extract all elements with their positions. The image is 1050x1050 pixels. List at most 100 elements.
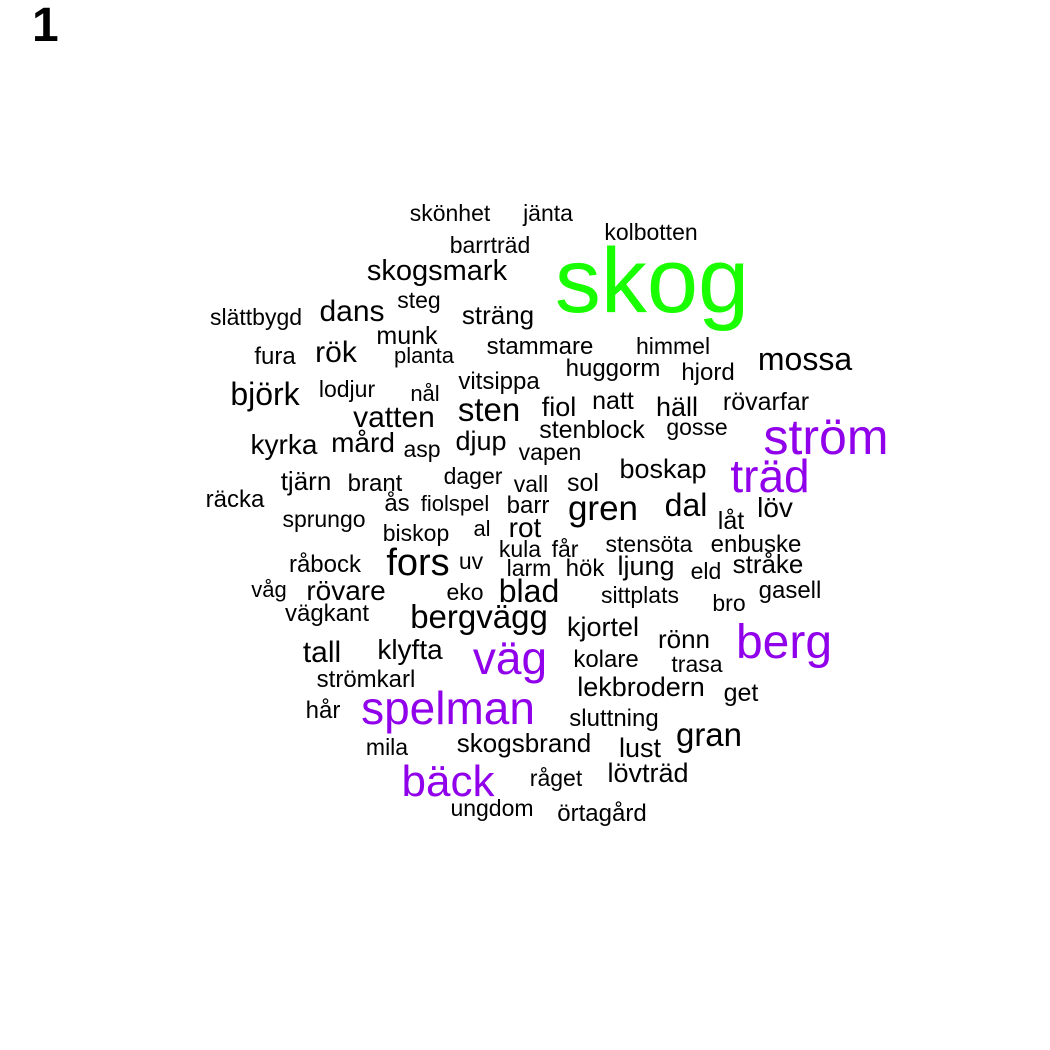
word-90: hår (306, 697, 341, 724)
word-94: skogsbrand (457, 728, 591, 758)
word-7: skönhet (410, 200, 491, 226)
word-34: vatten (353, 401, 435, 434)
word-85: kolare (573, 646, 638, 673)
word-52: gren (568, 489, 638, 528)
word-82: rönn (658, 624, 710, 654)
word-15: sträng (462, 300, 534, 330)
word-23: huggorm (566, 355, 661, 382)
word-1: ström (764, 409, 889, 465)
word-44: dager (444, 463, 503, 489)
word-88: lekbrodern (577, 672, 705, 702)
word-51: barr (507, 492, 550, 519)
word-22: mossa (758, 341, 852, 377)
word-89: get (724, 679, 759, 707)
word-58: låt (718, 507, 744, 535)
word-32: fiol (542, 392, 577, 422)
word-75: blad (499, 573, 560, 609)
word-76: sittplats (601, 582, 679, 608)
word-24: hjord (681, 359, 734, 386)
word-63: enbuske (711, 531, 802, 558)
word-46: sol (567, 469, 599, 497)
word-27: lodjur (319, 376, 376, 402)
word-37: kyrka (251, 429, 318, 460)
word-56: al (473, 516, 490, 541)
word-21: himmel (636, 333, 710, 359)
word-3: berg (736, 616, 832, 669)
word-4: väg (473, 632, 547, 684)
word-61: får (552, 536, 579, 562)
word-77: bro (712, 590, 745, 616)
word-99: örtagård (557, 800, 646, 827)
panel-label: 1 (32, 0, 59, 52)
word-73: rövare (306, 575, 385, 606)
word-0: skog (555, 230, 749, 332)
word-38: mård (331, 427, 395, 458)
word-31: sten (458, 391, 520, 428)
word-60: kula (499, 536, 541, 562)
word-96: lövträd (607, 758, 688, 788)
word-95: lust (619, 733, 662, 763)
word-10: barrträd (450, 232, 531, 258)
word-97: råget (530, 765, 583, 791)
word-48: räcka (206, 486, 265, 513)
word-69: ljung (617, 551, 674, 581)
word-33: häll (656, 392, 698, 422)
word-83: tall (303, 636, 341, 669)
word-93: mila (366, 734, 408, 760)
word-47: boskap (619, 454, 706, 484)
word-98: ungdom (450, 795, 533, 821)
word-25: vitsippa (458, 368, 540, 395)
word-62: stensöta (606, 531, 693, 557)
word-42: tjärn (281, 466, 332, 496)
word-78: gasell (759, 577, 822, 604)
word-20: stammare (487, 333, 594, 360)
word-13: dans (319, 295, 384, 328)
word-40: djup (455, 426, 506, 456)
word-5: spelman (361, 682, 535, 734)
word-84: klyfta (377, 634, 443, 665)
word-28: nål (410, 381, 439, 406)
word-2: träd (730, 450, 809, 502)
word-67: larm (507, 555, 552, 581)
word-19: planta (394, 343, 455, 368)
word-53: dal (665, 487, 708, 523)
word-72: våg (251, 577, 286, 602)
word-45: vall (514, 471, 549, 497)
word-64: råbock (289, 551, 362, 578)
word-71: stråke (733, 549, 804, 579)
word-17: fura (254, 343, 296, 370)
word-36: stenblock (539, 416, 645, 444)
word-65: fors (386, 542, 449, 584)
word-8: jänta (522, 200, 573, 226)
word-30: rövarfar (723, 388, 809, 416)
word-55: sprungo (282, 506, 365, 532)
word-16: munk (376, 322, 438, 350)
word-74: eko (446, 579, 483, 605)
word-6: bäck (402, 757, 496, 806)
word-39: asp (403, 436, 440, 462)
word-59: biskop (383, 520, 449, 546)
word-87: strömkarl (317, 666, 416, 693)
word-43: brant (348, 470, 403, 497)
word-18: rök (315, 336, 358, 369)
word-26: björk (230, 376, 300, 412)
word-12: slättbygd (210, 304, 302, 330)
word-35: gosse (666, 414, 727, 440)
word-68: hök (566, 555, 606, 582)
word-79: vägkant (285, 600, 369, 627)
word-14: steg (397, 287, 440, 313)
word-86: trasa (671, 651, 722, 677)
word-81: kjortel (567, 612, 639, 642)
word-70: eld (691, 558, 722, 584)
word-80: bergvägg (410, 598, 548, 635)
word-57: rot (509, 512, 542, 543)
word-54: löv (757, 492, 793, 523)
word-92: gran (676, 716, 742, 753)
word-11: skogsmark (367, 255, 508, 287)
word-50: fiolspel (421, 491, 489, 516)
word-91: sluttning (569, 705, 658, 732)
word-66: uv (459, 548, 484, 574)
word-29: natt (592, 387, 634, 415)
word-41: vapen (519, 439, 582, 465)
